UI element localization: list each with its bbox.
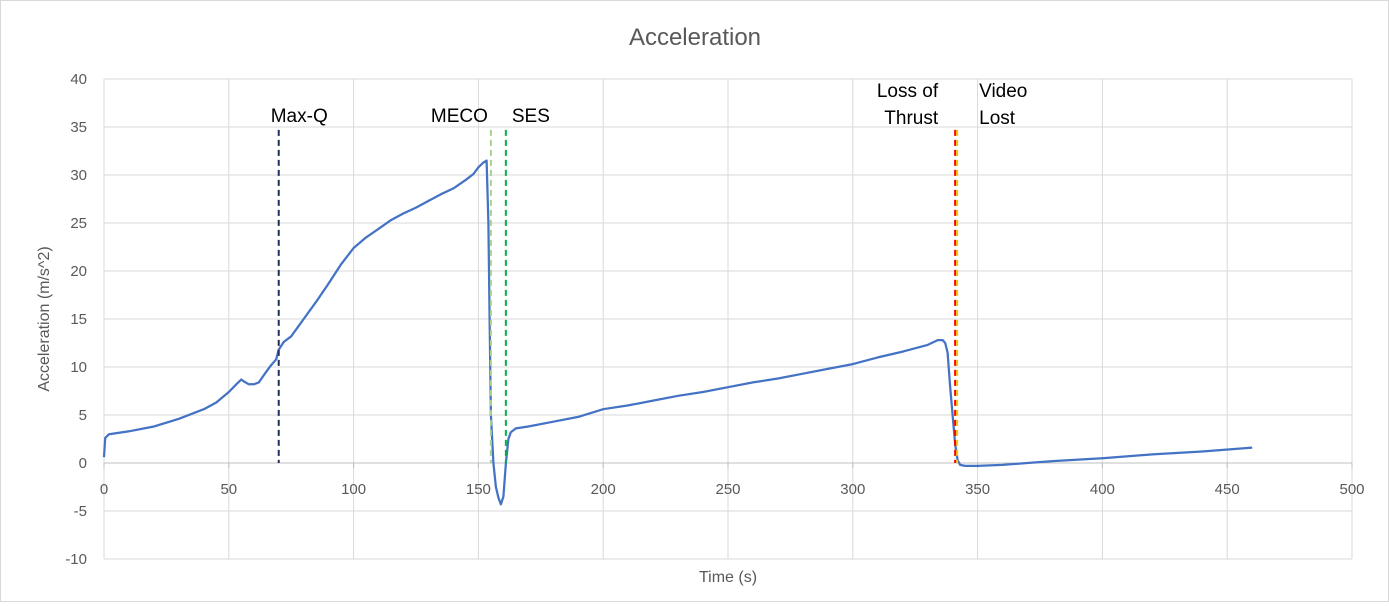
x-tick-label: 100: [341, 481, 366, 498]
y-axis-title: Acceleration (m/s^2): [36, 246, 53, 391]
y-tick-label: 10: [70, 359, 87, 376]
x-tick-label: 200: [591, 481, 616, 498]
x-tick-label: 50: [220, 481, 237, 498]
x-tick-label: 400: [1090, 481, 1115, 498]
y-tick-labels: -10 -5 0 5 10 15 20 25 30 35 40: [65, 71, 87, 568]
y-tick-label: 25: [70, 215, 87, 232]
x-tick-label: 150: [466, 481, 491, 498]
x-tick-label: 300: [840, 481, 865, 498]
event-marker-label: Loss of: [877, 81, 939, 102]
y-tick-label: 0: [79, 455, 87, 472]
y-tick-label: 15: [70, 311, 87, 328]
chart-title: Acceleration: [629, 24, 761, 51]
event-marker-label: MECO: [431, 106, 488, 127]
event-marker-label: Thrust: [884, 108, 939, 129]
x-tick-label: 450: [1215, 481, 1240, 498]
x-axis-title: Time (s): [699, 569, 757, 586]
y-tick-label: 20: [70, 263, 87, 280]
event-marker-label: SES: [512, 106, 550, 127]
x-tick-label: 350: [965, 481, 990, 498]
grid: [103, 78, 1353, 560]
x-tick-labels: 0 50 100 150 200 250 300 350 400 450 500: [100, 481, 1365, 498]
event-marker-label: Lost: [979, 108, 1016, 129]
y-tick-label: 30: [70, 167, 87, 184]
event-marker-label: Video: [979, 81, 1027, 102]
y-tick-label: -10: [65, 551, 87, 568]
y-tick-label: -5: [74, 503, 87, 520]
y-tick-label: 35: [70, 119, 87, 136]
y-tick-label: 40: [70, 71, 87, 88]
x-tick-label: 250: [715, 481, 740, 498]
x-tick-label: 0: [100, 481, 108, 498]
acceleration-series-line: [102, 159, 1253, 506]
x-tick-label: 500: [1339, 481, 1364, 498]
series-layer: [102, 159, 1253, 506]
y-tick-label: 5: [79, 407, 87, 424]
event-markers: Max-Q MECO SES Loss of Thrust Video Lost: [271, 81, 1027, 463]
event-marker-label: Max-Q: [271, 106, 328, 127]
